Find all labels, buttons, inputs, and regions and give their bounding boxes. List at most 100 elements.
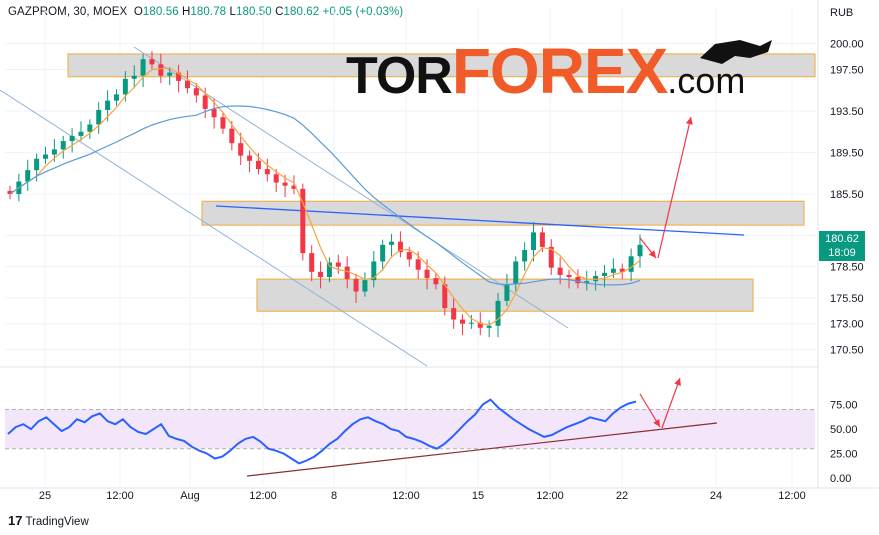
rsi-tick-label: 25.00 xyxy=(830,449,858,461)
y-tick-label: 170.50 xyxy=(830,345,864,357)
candle-body xyxy=(380,244,386,262)
x-tick-label: 25 xyxy=(39,490,51,502)
moving-averages xyxy=(9,67,641,326)
price-zone xyxy=(201,200,805,226)
tradingview-label: TradingView xyxy=(25,516,89,528)
current-price-badge: 180.62 18:09 xyxy=(819,231,865,261)
candle-body xyxy=(548,246,554,268)
channel-lower-line xyxy=(0,89,428,367)
candle-body xyxy=(211,108,217,118)
rsi-tick-label: 75.00 xyxy=(830,400,858,412)
candle-body xyxy=(433,278,439,285)
candle-body xyxy=(7,190,13,194)
candle-body xyxy=(371,261,377,281)
bull-icon xyxy=(700,40,772,64)
candle-body xyxy=(158,64,164,76)
candle-body xyxy=(105,100,111,110)
candle-body xyxy=(78,131,84,136)
tradingview-icon: 17 xyxy=(8,513,23,528)
candle-body xyxy=(264,169,270,175)
x-tick-label: 12:00 xyxy=(392,490,420,502)
candle-body xyxy=(34,158,40,171)
y-tick-label: 197.50 xyxy=(830,65,864,77)
logo-text-tor: TOR xyxy=(346,47,453,105)
candle-body xyxy=(113,94,119,101)
candle-body xyxy=(522,250,528,262)
candle-body xyxy=(442,284,448,309)
chart-header: GAZPROM, 30, MOEX O180.56 H180.78 L180.5… xyxy=(8,6,403,18)
candle-body xyxy=(557,267,563,275)
forecast-arrows xyxy=(639,40,772,429)
candle-body xyxy=(602,272,608,276)
candle-body xyxy=(220,117,226,129)
candle-body xyxy=(122,78,128,95)
y-tick-label: 185.50 xyxy=(830,189,864,201)
candle-body xyxy=(584,281,590,284)
rsi-arrow-up xyxy=(661,377,681,429)
price-zone xyxy=(67,53,816,78)
candle-countdown: 18:09 xyxy=(828,247,856,259)
candle-body xyxy=(229,128,235,144)
candle-body xyxy=(291,185,297,189)
candle-body xyxy=(362,280,368,292)
candle-body xyxy=(451,308,457,320)
logo-text-forex: FOREX xyxy=(451,35,668,107)
candle-body xyxy=(309,253,315,272)
ma-fast-line xyxy=(9,67,641,326)
candle-body xyxy=(628,256,634,272)
candle-body xyxy=(300,188,306,254)
axes: 200.00197.50193.50189.50185.50181.50178.… xyxy=(0,0,879,502)
low-label: L xyxy=(229,6,236,18)
x-tick-label: 22 xyxy=(616,490,628,502)
high-value: 180.78 xyxy=(190,6,227,18)
rsi-band xyxy=(5,409,815,449)
candle-body xyxy=(202,95,208,109)
tradingview-brand[interactable]: 17 TradingView xyxy=(8,513,89,528)
candle-body xyxy=(131,75,137,79)
candle-body xyxy=(326,262,332,277)
logo-text-com: .com xyxy=(667,60,746,101)
x-tick-label: 12:00 xyxy=(536,490,564,502)
candle-body xyxy=(149,59,155,65)
open-value: 180.56 xyxy=(142,6,179,18)
symbol-label[interactable]: GAZPROM, 30, MOEX xyxy=(8,6,128,18)
candle-body xyxy=(477,322,483,328)
candle-body xyxy=(495,300,501,326)
candle-body xyxy=(504,284,510,301)
candle-body xyxy=(415,259,421,270)
rsi-tick-label: 0.00 xyxy=(830,473,851,485)
candle-body xyxy=(353,279,359,292)
candle-body xyxy=(513,261,519,285)
y-tick-label: 189.50 xyxy=(830,148,864,160)
candle-body xyxy=(51,149,57,155)
currency-label: RUB xyxy=(830,7,853,19)
candle-body xyxy=(167,72,173,76)
torforex-logo: TORFOREX.com xyxy=(346,34,745,108)
y-tick-label: 178.50 xyxy=(830,262,864,274)
forecast-arrow-up xyxy=(657,116,693,259)
x-tick-label: 12:00 xyxy=(778,490,806,502)
candle-body xyxy=(460,319,466,324)
candle-body xyxy=(193,88,199,96)
candle-body xyxy=(184,80,190,89)
candle-body xyxy=(42,154,48,159)
candle-body xyxy=(238,143,244,156)
candle-body xyxy=(318,271,324,277)
candle-body xyxy=(619,268,625,272)
candle-body xyxy=(593,275,599,282)
candle-body xyxy=(344,266,350,280)
change-value: +0.05 (+0.03%) xyxy=(322,6,404,18)
candle-body xyxy=(96,109,102,125)
candle-body xyxy=(282,182,288,186)
candle-body xyxy=(25,170,31,182)
candle-body xyxy=(335,262,341,267)
candle-body xyxy=(424,269,430,279)
rsi-tick-label: 50.00 xyxy=(830,424,858,436)
candle-body xyxy=(610,268,616,273)
x-tick-label: 15 xyxy=(472,490,484,502)
y-tick-label: 175.50 xyxy=(830,293,864,305)
candle-body xyxy=(406,252,412,260)
candle-body xyxy=(397,241,403,253)
y-tick-label: 173.00 xyxy=(830,319,864,331)
